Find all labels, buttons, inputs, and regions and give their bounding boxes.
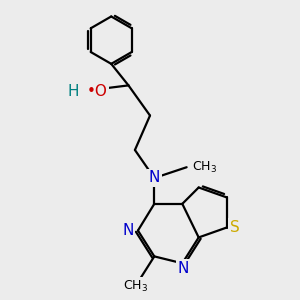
Text: H: H	[68, 84, 79, 99]
Text: •O: •O	[87, 84, 108, 99]
Text: N: N	[178, 261, 189, 276]
Text: N: N	[148, 170, 160, 185]
Text: CH$_3$: CH$_3$	[192, 160, 217, 175]
Text: CH$_3$: CH$_3$	[123, 279, 148, 294]
Text: S: S	[230, 220, 240, 235]
Text: N: N	[122, 223, 134, 238]
